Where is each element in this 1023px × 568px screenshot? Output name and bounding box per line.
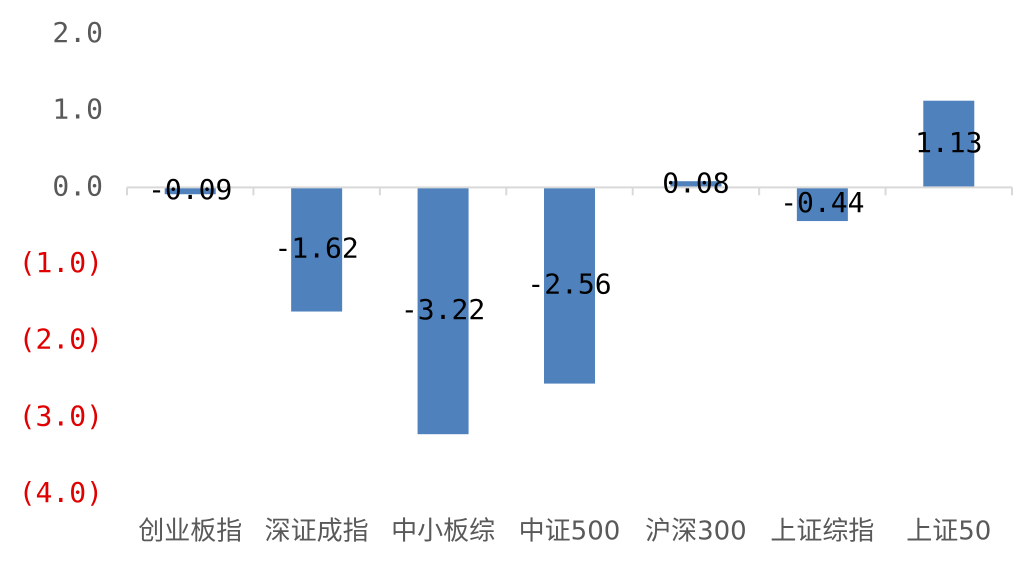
- data-label: -2.56: [527, 267, 611, 300]
- bar: [417, 187, 469, 435]
- y-tick-label: 0.0: [52, 169, 103, 202]
- x-category-label: 深证成指: [265, 517, 369, 547]
- y-tick-label: (1.0): [19, 246, 103, 279]
- y-tick-label: (2.0): [19, 323, 103, 356]
- y-tick-label: (4.0): [19, 476, 103, 509]
- data-label: -0.44: [780, 186, 864, 219]
- bar: [796, 187, 848, 222]
- bar: [164, 187, 216, 195]
- x-category-label: 沪深300: [645, 517, 747, 547]
- x-category-label: 上证综指: [770, 517, 874, 547]
- x-category-label: 创业板指: [138, 517, 242, 547]
- data-labels: -0.09 -1.62 -3.22 -2.56 0.08 -0.44 1.13: [148, 126, 982, 326]
- y-tick-label: 1.0: [52, 93, 103, 126]
- x-category-label: 中证500: [519, 517, 621, 547]
- bar: [670, 181, 722, 188]
- data-label: 0.08: [662, 166, 729, 199]
- y-tick-label: (3.0): [19, 399, 103, 432]
- bar: [291, 187, 343, 312]
- x-category-label: 上证50: [906, 517, 991, 547]
- x-axis-category-labels: 创业板指 深证成指 中小板综 中证500 沪深300 上证综指 上证50: [138, 517, 991, 547]
- x-category-label: 中小板综: [391, 517, 495, 547]
- bar: [544, 187, 595, 384]
- data-label: 1.13: [915, 126, 982, 159]
- x-axis-tick-marks: [126, 187, 1013, 196]
- y-tick-label: 2.0: [52, 16, 103, 49]
- data-label: -3.22: [401, 293, 485, 326]
- data-label: -1.62: [274, 231, 358, 264]
- bar-series: [164, 100, 975, 435]
- data-label: -0.09: [148, 173, 232, 206]
- bar: [923, 100, 975, 188]
- y-axis-tick-labels: 2.0 1.0 0.0 (1.0) (2.0) (3.0) (4.0): [19, 16, 103, 509]
